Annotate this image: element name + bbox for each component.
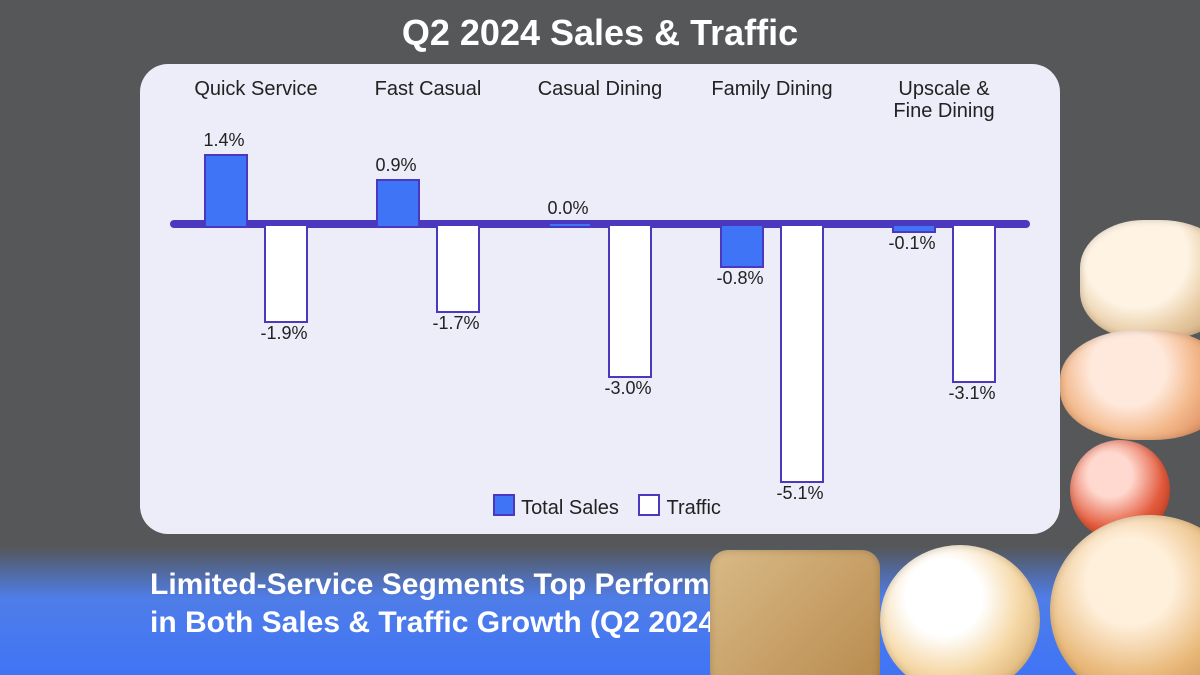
value-label-traffic: -3.1% [927,383,1017,404]
food-illustration [1060,330,1200,440]
value-label-traffic: -3.0% [583,378,673,399]
bar-sales [204,154,248,228]
page: Q2 2024 Sales & Traffic Quick Service 1.4… [0,0,1200,675]
category-label: Quick Service [170,78,342,100]
bar-traffic [436,224,480,313]
food-illustration [1050,515,1200,675]
legend-label-sales: Total Sales [521,497,619,519]
value-label-sales: -0.1% [867,233,957,254]
footer-text: Limited-Service Segments Top Performersi… [150,566,755,641]
bar-traffic [264,224,308,323]
value-label-sales: 0.9% [351,155,441,176]
legend-swatch-traffic [638,494,660,516]
bar-traffic [608,224,652,378]
legend-label-traffic: Traffic [666,497,720,519]
value-label-traffic: -1.7% [411,313,501,334]
value-label-sales: -0.8% [695,268,785,289]
category-label: Family Dining [686,78,858,100]
category-label: Upscale &Fine Dining [858,78,1030,122]
bar-sales [892,224,936,233]
food-illustration [710,550,880,675]
food-illustration [1080,220,1200,340]
category-label: Fast Casual [342,78,514,100]
page-title: Q2 2024 Sales & Traffic [0,12,1200,54]
category-label: Casual Dining [514,78,686,100]
legend: Total Sales Traffic [140,494,1060,520]
bar-sales [720,224,764,268]
legend-swatch-sales [493,494,515,516]
bar-chart: Quick Service1.4%-1.9%Fast Casual0.9%-1.… [170,144,1030,484]
bar-traffic [952,224,996,383]
bar-traffic [780,224,824,483]
value-label-sales: 0.0% [523,198,613,219]
chart-card: Quick Service 1.4% -1.9% Fast Casual 0.9% -1.… [140,64,1060,534]
value-label-traffic: -1.9% [239,323,329,344]
bar-sales [376,179,420,228]
bar-sales [548,222,592,228]
value-label-sales: 1.4% [179,130,269,151]
